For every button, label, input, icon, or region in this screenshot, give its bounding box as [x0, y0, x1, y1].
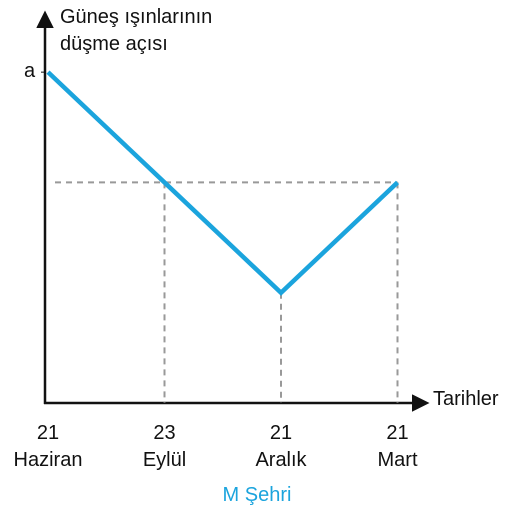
data-line — [46, 70, 400, 296]
y-tick-label: a — [24, 60, 36, 83]
subtitle: M Şehri — [222, 484, 292, 506]
y-axis-label: Güneş ışınlarının düşme açısı — [60, 6, 213, 55]
x-tick-label: 23 Eylül — [142, 422, 187, 471]
x-tick-label: 21 Aralık — [255, 422, 307, 471]
x-tick-label: 21 Mart — [377, 422, 418, 471]
x-tick-label: 21 Haziran — [13, 422, 83, 471]
x-axis-label: Tarihler — [433, 388, 499, 410]
